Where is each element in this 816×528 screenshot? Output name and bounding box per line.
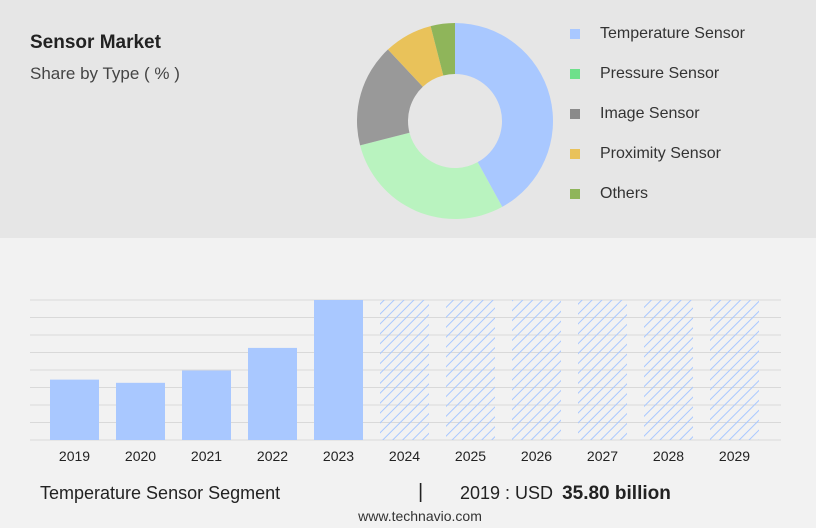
x-tick-label: 2027: [587, 448, 618, 464]
forecast-bar: [710, 300, 759, 440]
bar: [182, 370, 231, 440]
donut-slice: [387, 26, 444, 87]
donut-slice: [430, 23, 455, 76]
forecast-bar: [644, 300, 693, 440]
donut-legend: Temperature Sensor Pressure Sensor Image…: [570, 14, 745, 214]
footer-separator: |: [418, 481, 424, 503]
x-tick-label: 2020: [125, 448, 156, 464]
chart-subtitle: Share by Type ( % ): [30, 64, 180, 83]
x-tick-label: 2025: [455, 448, 486, 464]
bar: [248, 347, 297, 440]
chart-title: Sensor Market: [30, 32, 161, 53]
x-tick-label: 2022: [257, 448, 288, 464]
website-link[interactable]: www.technavio.com: [358, 508, 482, 524]
segment-value-amount: 35.80 billion: [562, 483, 671, 504]
legend-label: Others: [600, 185, 649, 202]
legend-swatch: [570, 149, 580, 159]
donut-slice: [455, 23, 554, 207]
x-tick-label: 2026: [521, 448, 552, 464]
legend-item-others: Others: [570, 174, 745, 214]
bar: [116, 382, 165, 440]
segment-value: 2019 : USD 35.80 billion: [460, 483, 671, 505]
legend-item-proximity: Proximity Sensor: [570, 134, 745, 174]
segment-year-label: 2019 : USD: [460, 483, 554, 503]
x-tick-label: 2021: [191, 448, 222, 464]
donut-slice: [360, 132, 503, 219]
bar-chart: 2019 2020 2021 2022 2023 2024 2025 2026 2027 2028…: [30, 299, 781, 464]
x-tick-label: 2029: [719, 448, 750, 464]
legend-item-pressure: Pressure Sensor: [570, 54, 745, 94]
donut-slice: [357, 49, 423, 146]
x-tick-label: 2028: [653, 448, 684, 464]
legend-swatch: [570, 29, 580, 39]
legend-swatch: [570, 109, 580, 119]
bar: [50, 379, 99, 440]
legend-label: Image Sensor: [600, 105, 700, 122]
legend-swatch: [570, 189, 580, 199]
legend-item-temperature: Temperature Sensor: [570, 14, 745, 54]
x-tick-label: 2019: [59, 448, 90, 464]
forecast-bar: [380, 300, 429, 440]
forecast-bar: [446, 300, 495, 440]
donut-chart: [357, 23, 554, 219]
bar: [314, 300, 363, 440]
segment-label: Temperature Sensor Segment: [40, 483, 281, 503]
forecast-bar: [512, 300, 561, 440]
x-tick-label: 2023: [323, 448, 354, 464]
legend-label: Pressure Sensor: [600, 65, 720, 82]
x-tick-label: 2024: [389, 448, 420, 464]
legend-item-image: Image Sensor: [570, 94, 745, 134]
legend-label: Proximity Sensor: [600, 145, 721, 162]
legend-swatch: [570, 69, 580, 79]
legend-label: Temperature Sensor: [600, 25, 745, 42]
forecast-bar: [578, 300, 627, 440]
